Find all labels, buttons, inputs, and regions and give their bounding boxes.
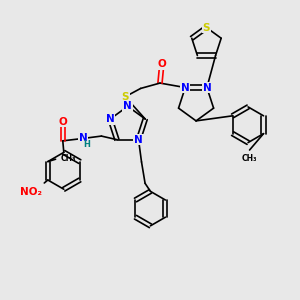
Text: NO₂: NO₂ <box>20 187 42 196</box>
Text: N: N <box>79 134 87 143</box>
Text: S: S <box>122 92 129 102</box>
Text: N: N <box>123 101 132 111</box>
Text: N: N <box>106 114 115 124</box>
Text: N: N <box>202 82 211 92</box>
Text: O: O <box>157 59 166 69</box>
Text: H: H <box>83 140 90 149</box>
Text: O: O <box>58 116 67 127</box>
Text: S: S <box>203 22 210 32</box>
Text: CH₃: CH₃ <box>61 154 76 163</box>
Text: CH₃: CH₃ <box>242 154 257 163</box>
Text: N: N <box>181 82 190 92</box>
Text: N: N <box>134 135 143 145</box>
